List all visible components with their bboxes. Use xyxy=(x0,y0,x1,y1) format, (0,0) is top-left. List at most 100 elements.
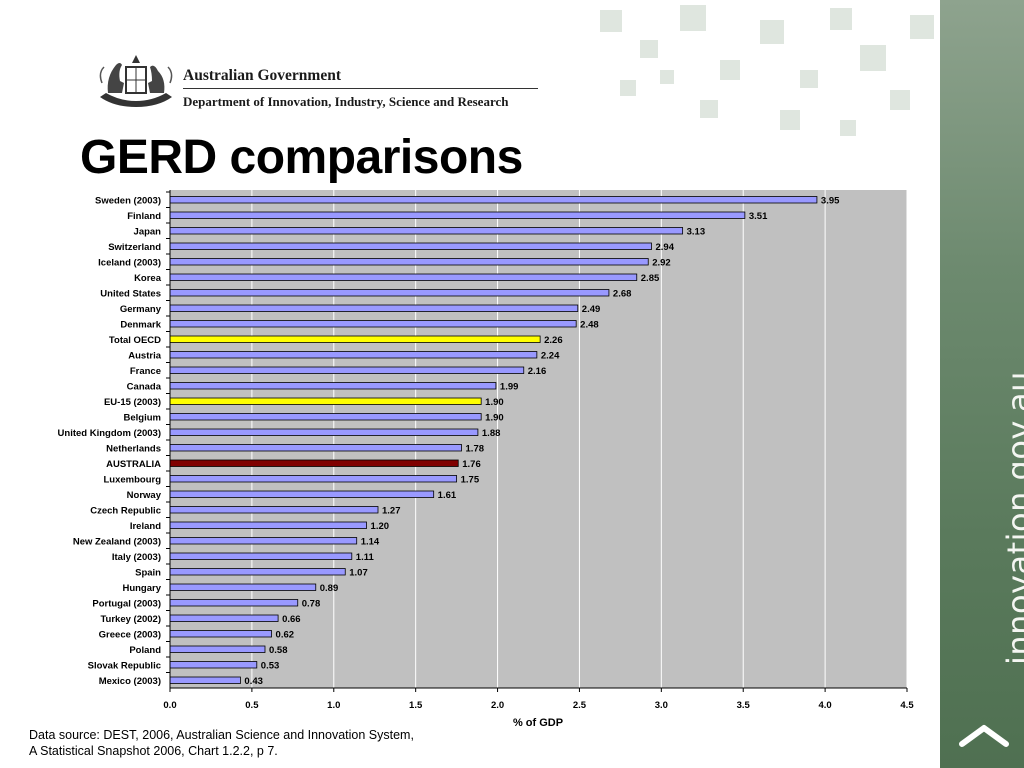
source-line-2: A Statistical Snapshot 2006, Chart 1.2.2… xyxy=(29,744,278,758)
bar xyxy=(169,630,272,638)
value-label: 2.92 xyxy=(652,257,671,268)
bar xyxy=(169,304,579,312)
x-axis-label: % of GDP xyxy=(513,717,563,729)
value-label: 1.76 xyxy=(462,459,481,470)
bar xyxy=(169,552,353,560)
bar xyxy=(169,413,482,421)
value-label: 1.61 xyxy=(438,490,457,501)
bar xyxy=(169,273,638,281)
bar xyxy=(169,242,652,250)
bar xyxy=(169,459,459,467)
gerd-bar-chart: Sweden (2003) Finland Japan Switzerland Icel… xyxy=(58,190,914,729)
category-label: Austria xyxy=(128,350,161,361)
value-label: 0.89 xyxy=(320,583,339,594)
bar xyxy=(169,211,746,219)
category-label: Germany xyxy=(120,304,162,315)
value-label: 1.75 xyxy=(461,474,480,485)
category-label: Denmark xyxy=(120,319,161,330)
page-title: GERD comparisons xyxy=(80,131,523,184)
value-label: 1.78 xyxy=(466,443,485,454)
value-label: 0.43 xyxy=(244,676,263,687)
data-source-note: Data source: DEST, 2006, Australian Scie… xyxy=(29,727,414,759)
category-label: Czech Republic xyxy=(90,505,161,516)
bar xyxy=(169,521,367,529)
site-url[interactable]: innovation.gov.au xyxy=(1000,371,1024,665)
department-name: Department of Innovation, Industry, Scie… xyxy=(183,94,509,109)
value-label: 1.20 xyxy=(371,521,390,532)
category-label: Ireland xyxy=(130,521,161,532)
value-label: 1.90 xyxy=(485,397,504,408)
value-label: 2.68 xyxy=(613,288,632,299)
category-label: Hungary xyxy=(122,583,161,594)
x-tick-label: 0.0 xyxy=(163,700,176,711)
bar xyxy=(169,397,482,405)
value-label: 2.48 xyxy=(580,319,599,330)
category-label: Finland xyxy=(127,211,161,222)
decorative-pattern xyxy=(560,0,940,140)
category-label: France xyxy=(130,366,161,377)
category-label: Sweden (2003) xyxy=(95,195,161,206)
category-label: Korea xyxy=(134,273,162,284)
category-label: New Zealand (2003) xyxy=(73,536,161,547)
bar xyxy=(169,428,479,436)
category-label: Norway xyxy=(127,490,162,501)
bar xyxy=(169,444,462,452)
category-label: Mexico (2003) xyxy=(99,676,161,687)
category-label: Switzerland xyxy=(108,242,161,253)
bar xyxy=(169,196,818,204)
value-label: 0.58 xyxy=(269,645,288,656)
x-tick-label: 1.5 xyxy=(409,700,423,711)
category-label: Spain xyxy=(135,567,161,578)
bar xyxy=(169,506,379,514)
value-label: 3.13 xyxy=(687,226,706,237)
value-label: 2.49 xyxy=(582,304,601,315)
category-label: Canada xyxy=(127,381,162,392)
x-tick-label: 3.5 xyxy=(737,700,751,711)
value-label: 2.94 xyxy=(656,242,675,253)
category-label: Greece (2003) xyxy=(99,629,161,640)
bar xyxy=(169,599,299,607)
value-label: 1.99 xyxy=(500,381,519,392)
category-label: United Kingdom (2003) xyxy=(58,428,161,439)
value-label: 0.66 xyxy=(282,614,301,625)
bar xyxy=(169,537,358,545)
bar xyxy=(169,366,525,374)
category-label: Total OECD xyxy=(109,335,161,346)
bar xyxy=(169,475,458,483)
x-tick-label: 4.5 xyxy=(900,700,914,711)
x-tick-label: 2.0 xyxy=(491,700,504,711)
bar xyxy=(169,227,684,235)
value-label: 2.16 xyxy=(528,366,547,377)
source-line-1: Data source: DEST, 2006, Australian Scie… xyxy=(29,728,414,742)
value-label: 1.27 xyxy=(382,505,401,516)
value-label: 3.95 xyxy=(821,195,840,206)
bar xyxy=(169,645,266,653)
x-tick-label: 1.0 xyxy=(327,700,340,711)
government-name: Australian Government xyxy=(183,67,342,84)
bar xyxy=(169,382,497,390)
value-label: 0.78 xyxy=(302,598,321,609)
category-label: Luxembourg xyxy=(103,474,161,485)
value-label: 1.07 xyxy=(349,567,368,578)
coat-of-arms-logo xyxy=(99,55,173,107)
value-label: 2.24 xyxy=(541,350,560,361)
bar xyxy=(169,258,649,266)
chevron-up-icon xyxy=(959,725,1009,747)
bar xyxy=(169,614,279,622)
divider xyxy=(183,88,538,89)
value-label: 1.88 xyxy=(482,428,501,439)
category-label: United States xyxy=(100,288,161,299)
value-label: 1.90 xyxy=(485,412,504,423)
value-label: 3.51 xyxy=(749,211,768,222)
bar xyxy=(169,351,538,359)
category-label: Poland xyxy=(129,645,161,656)
sidebar-band xyxy=(940,0,1024,768)
x-tick-label: 0.5 xyxy=(245,700,259,711)
category-label: Italy (2003) xyxy=(112,552,161,563)
x-tick-label: 3.0 xyxy=(655,700,668,711)
value-label: 2.85 xyxy=(641,273,660,284)
category-label: AUSTRALIA xyxy=(106,459,161,470)
category-label: Belgium xyxy=(124,412,161,423)
bar xyxy=(169,320,577,328)
category-label: Netherlands xyxy=(106,443,161,454)
